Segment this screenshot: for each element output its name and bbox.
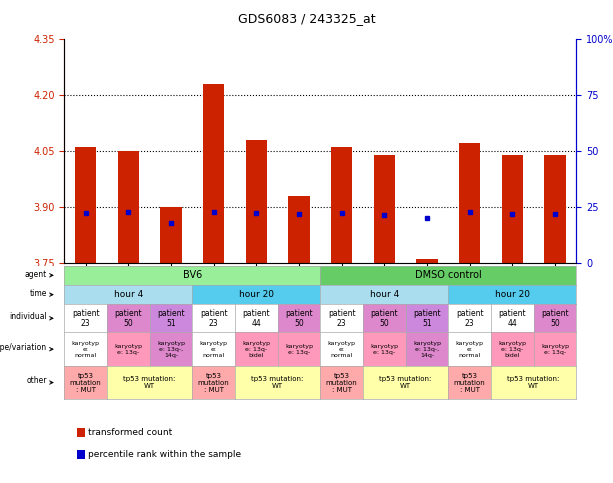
Text: hour 20: hour 20 <box>495 290 530 299</box>
Text: patient
23: patient 23 <box>328 309 356 328</box>
Bar <box>161 207 181 263</box>
Bar <box>331 147 352 263</box>
Bar <box>75 147 96 263</box>
Text: patient
50: patient 50 <box>115 309 142 328</box>
Text: individual: individual <box>9 313 47 321</box>
Bar <box>544 155 566 263</box>
Text: karyotyp
e: 13q-: karyotyp e: 13q- <box>370 344 398 355</box>
Text: tp53
mutation
: MUT: tp53 mutation : MUT <box>70 372 102 393</box>
Text: time: time <box>29 289 47 298</box>
Text: karyotyp
e: 13q-: karyotyp e: 13q- <box>115 344 142 355</box>
Text: patient
44: patient 44 <box>498 309 526 328</box>
Text: tp53
mutation
: MUT: tp53 mutation : MUT <box>198 372 229 393</box>
Text: patient
23: patient 23 <box>456 309 484 328</box>
Text: karyotyp
e:
normal: karyotyp e: normal <box>455 341 484 357</box>
Text: GDS6083 / 243325_at: GDS6083 / 243325_at <box>238 12 375 25</box>
Text: karyotyp
e: 13q-,
14q-: karyotyp e: 13q-, 14q- <box>413 341 441 357</box>
Text: BV6: BV6 <box>183 270 202 280</box>
Text: patient
44: patient 44 <box>243 309 270 328</box>
Bar <box>203 84 224 263</box>
Text: patient
51: patient 51 <box>413 309 441 328</box>
Text: hour 20: hour 20 <box>239 290 274 299</box>
Text: tp53 mutation:
WT: tp53 mutation: WT <box>379 376 432 389</box>
Bar <box>118 151 139 263</box>
Text: DMSO control: DMSO control <box>415 270 482 280</box>
Text: patient
51: patient 51 <box>157 309 185 328</box>
Text: hour 4: hour 4 <box>114 290 143 299</box>
Bar <box>288 196 310 263</box>
Text: patient
23: patient 23 <box>72 309 99 328</box>
Bar <box>459 143 480 263</box>
Bar <box>373 155 395 263</box>
Text: patient
23: patient 23 <box>200 309 227 328</box>
Bar <box>501 155 523 263</box>
Text: hour 4: hour 4 <box>370 290 399 299</box>
Text: transformed count: transformed count <box>88 428 172 437</box>
Text: other: other <box>26 376 47 385</box>
Text: percentile rank within the sample: percentile rank within the sample <box>88 450 241 459</box>
Text: patient
50: patient 50 <box>285 309 313 328</box>
Text: karyotyp
e: 13q-: karyotyp e: 13q- <box>285 344 313 355</box>
Text: karyotyp
e: 13q-
bidel: karyotyp e: 13q- bidel <box>498 341 526 357</box>
Text: tp53 mutation:
WT: tp53 mutation: WT <box>508 376 560 389</box>
Text: tp53 mutation:
WT: tp53 mutation: WT <box>123 376 176 389</box>
Text: tp53
mutation
: MUT: tp53 mutation : MUT <box>454 372 485 393</box>
Text: karyotyp
e: 13q-,
14q-: karyotyp e: 13q-, 14q- <box>157 341 185 357</box>
Bar <box>416 259 438 263</box>
Bar <box>246 140 267 263</box>
Text: karyotyp
e: 13q-
bidel: karyotyp e: 13q- bidel <box>242 341 270 357</box>
Text: patient
50: patient 50 <box>541 309 569 328</box>
Text: patient
50: patient 50 <box>370 309 398 328</box>
Text: karyotyp
e:
normal: karyotyp e: normal <box>200 341 227 357</box>
Text: tp53
mutation
: MUT: tp53 mutation : MUT <box>326 372 357 393</box>
Text: agent: agent <box>25 270 47 279</box>
Text: karyotyp
e:
normal: karyotyp e: normal <box>72 341 100 357</box>
Text: genotype/variation: genotype/variation <box>0 343 47 352</box>
Text: tp53 mutation:
WT: tp53 mutation: WT <box>251 376 304 389</box>
Text: karyotyp
e:
normal: karyotyp e: normal <box>327 341 356 357</box>
Text: karyotyp
e: 13q-: karyotyp e: 13q- <box>541 344 569 355</box>
